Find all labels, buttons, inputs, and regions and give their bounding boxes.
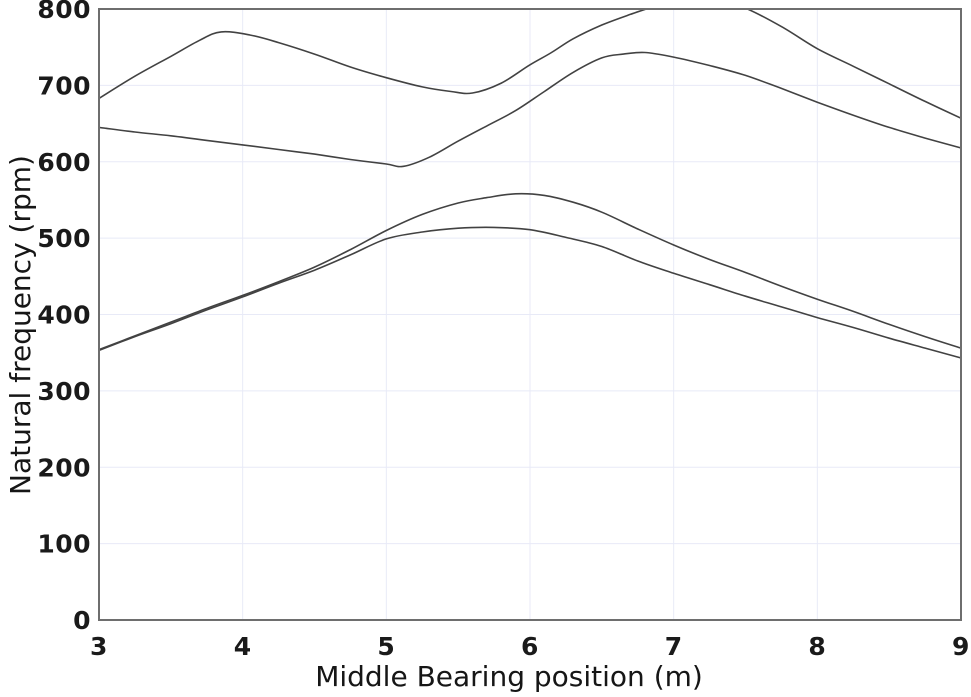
- gridlines: [99, 9, 961, 620]
- y-tick-label: 700: [37, 71, 91, 100]
- x-tick-label: 6: [521, 632, 539, 661]
- x-tick-label: 8: [808, 632, 826, 661]
- x-tick-label: 7: [665, 632, 683, 661]
- y-tick-label: 800: [37, 0, 91, 24]
- y-tick-label: 600: [37, 148, 91, 177]
- y-axis-tick-labels: 0 100 200 300 400 500 600 700 800: [37, 0, 91, 635]
- curve-mode-1: [100, 226, 960, 359]
- x-tick-label: 9: [952, 632, 970, 661]
- y-tick-label: 500: [37, 224, 91, 253]
- x-axis-tick-labels: 3 4 5 6 7 8 9: [90, 632, 970, 661]
- y-tick-label: 300: [37, 377, 91, 406]
- x-tick-label: 3: [90, 632, 108, 661]
- y-tick-label: 400: [37, 301, 91, 330]
- plot-border: [98, 8, 962, 621]
- y-tick-label: 0: [73, 606, 91, 635]
- curve-mode-2: [100, 192, 960, 351]
- curve-mode-3: [100, 51, 960, 168]
- y-tick-label: 100: [37, 530, 91, 559]
- x-tick-label: 4: [234, 632, 252, 661]
- y-axis-title: Natural frequency (rpm): [4, 155, 37, 495]
- curve-mode-4: [100, 10, 960, 119]
- x-axis-title: Middle Bearing position (m): [315, 660, 703, 693]
- x-tick-label: 5: [377, 632, 395, 661]
- curves: [100, 10, 960, 359]
- y-tick-label: 200: [37, 453, 91, 482]
